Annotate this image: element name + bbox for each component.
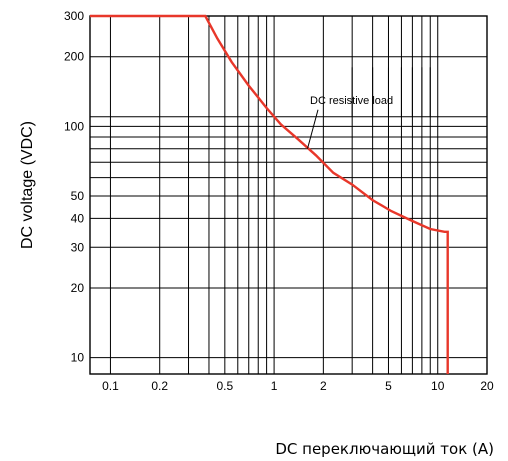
y-tick-label: 20 [71, 281, 85, 295]
y-tick-label: 10 [71, 351, 85, 365]
y-tick-label: 30 [71, 240, 85, 254]
x-tick-label: 1 [271, 379, 278, 393]
series-line [90, 14, 449, 374]
x-tick-label: 20 [480, 379, 494, 393]
y-tick-label: 50 [71, 189, 85, 203]
y-tick-label: 200 [64, 50, 84, 64]
partial-gridlines [351, 67, 431, 117]
y-axis-label: DC voltage (VDC) [19, 121, 36, 249]
x-tick-label: 5 [385, 379, 392, 393]
x-tick-label: 0.5 [216, 379, 233, 393]
y-tick-label: 300 [64, 9, 84, 23]
y-tick-labels: 10 20 30 40 50 100 200 300 [64, 9, 84, 365]
annotation-leader [307, 109, 319, 149]
plot-frame [89, 15, 488, 375]
y-tick-label: 100 [64, 119, 84, 133]
x-axis-label: DC переключающий ток (A) [275, 440, 494, 458]
x-tick-label: 0.1 [102, 379, 119, 393]
annotation-label: DC resistive load [310, 95, 393, 107]
x-tick-labels: 0.1 0.2 0.5 1 2 5 10 20 [102, 379, 494, 393]
x-tick-label: 0.2 [151, 379, 168, 393]
x-tick-label: 10 [431, 379, 445, 393]
horizontal-gridlines [90, 56, 487, 359]
y-tick-label: 40 [71, 211, 85, 225]
x-tick-label: 2 [320, 379, 327, 393]
